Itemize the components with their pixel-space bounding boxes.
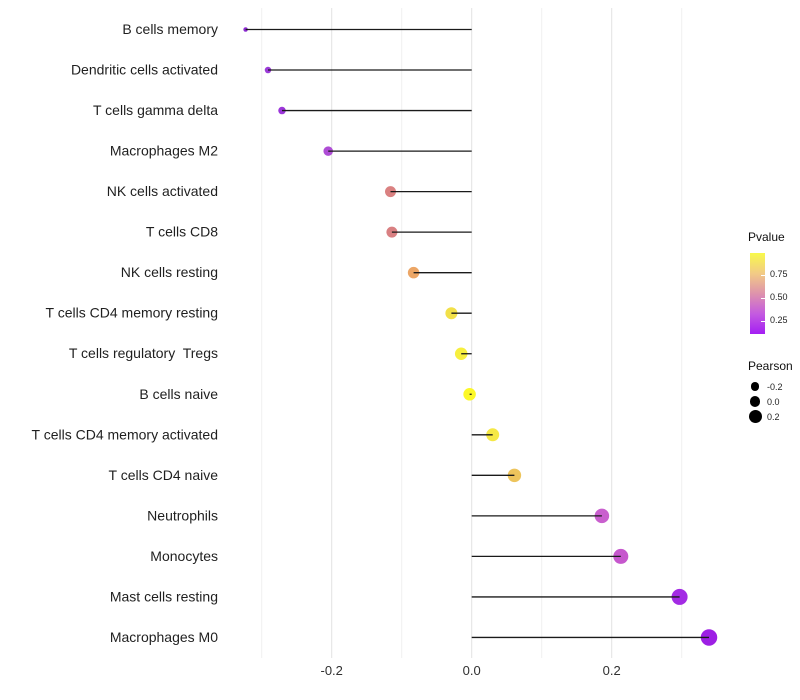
pvalue-bar-tick <box>761 297 765 299</box>
category-label: B cells memory <box>122 21 218 37</box>
category-label: T cells gamma delta <box>93 102 218 118</box>
pvalue-bar-tick <box>761 320 765 322</box>
pearson-size-label: -0.2 <box>767 381 783 392</box>
pvalue-gradient-bar <box>750 253 765 334</box>
legend-pearson: Pearson -0.2 0.0 0.2 <box>745 359 800 424</box>
pearson-dot-cell <box>747 396 763 407</box>
pearson-size-label: 0.2 <box>767 411 780 422</box>
x-tick-label: -0.2 <box>320 663 342 678</box>
pearson-size-rows: -0.2 0.0 0.2 <box>745 379 800 424</box>
category-label: NK cells activated <box>107 183 218 199</box>
pvalue-bar-tick <box>761 274 765 276</box>
pearson-size-row: 0.0 <box>745 394 800 409</box>
category-label: Monocytes <box>150 548 218 564</box>
category-label: Neutrophils <box>147 507 218 523</box>
category-label: T cells CD4 naive <box>109 467 219 483</box>
category-label: B cells naive <box>139 386 218 402</box>
category-label: T cells regulatory Tregs <box>69 345 218 361</box>
legend-pearson-title: Pearson <box>748 359 793 373</box>
pearson-size-label: 0.0 <box>767 396 780 407</box>
pearson-size-dot <box>750 382 760 391</box>
pvalue-gradient-wrap: 0.75 0.50 0.25 <box>745 253 800 343</box>
category-label: Macrophages M2 <box>110 143 218 159</box>
pearson-dot-cell <box>747 410 763 423</box>
pvalue-tick-label: 0.50 <box>770 292 788 302</box>
pearson-size-row: -0.2 <box>745 379 800 394</box>
pearson-size-row: 0.2 <box>745 409 800 424</box>
x-tick-label: 0.0 <box>463 663 481 678</box>
category-label: NK cells resting <box>121 264 218 280</box>
pvalue-tick-label: 0.25 <box>770 315 788 325</box>
category-label: T cells CD4 memory resting <box>46 305 218 321</box>
category-label: T cells CD8 <box>146 224 218 240</box>
pearson-dot-cell <box>747 382 763 391</box>
category-label: Dendritic cells activated <box>71 62 218 78</box>
pearson-size-dot <box>748 410 762 423</box>
category-label: Mast cells resting <box>110 588 218 604</box>
legend-pvalue: Pvalue 0.75 0.50 0.25 <box>745 230 800 343</box>
pvalue-tick-label: 0.75 <box>770 269 788 279</box>
legend-pvalue-title: Pvalue <box>748 230 785 244</box>
x-tick-label: 0.2 <box>603 663 621 678</box>
pearson-size-dot <box>749 396 761 407</box>
category-label: Macrophages M0 <box>110 629 218 645</box>
category-label: T cells CD4 memory activated <box>32 426 218 442</box>
